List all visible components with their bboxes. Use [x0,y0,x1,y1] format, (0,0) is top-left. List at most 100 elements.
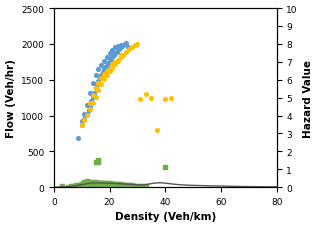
Point [113,183,118,186]
Point [75,137,80,141]
Point [104,56,109,59]
Point [132,184,137,188]
Point [124,42,129,46]
Point [90,96,95,99]
Point [104,181,109,185]
Point [121,44,126,48]
Point [143,93,148,96]
Point [115,60,121,64]
Point [93,87,98,91]
Point [79,123,84,127]
Point [79,183,84,186]
Point [127,183,132,187]
Point [107,182,112,186]
Point [110,182,115,186]
Point [87,180,93,184]
Point [82,118,87,121]
Point [104,182,109,186]
Point [163,98,168,101]
Point [107,183,112,186]
Point [101,78,107,81]
Point [129,184,134,188]
Point [113,47,118,50]
Point [104,74,109,77]
Point [99,181,104,185]
Point [89,100,94,104]
Point [101,182,107,185]
Point [107,70,112,74]
Point [137,184,143,188]
Point [115,59,121,62]
Point [96,160,101,164]
Point [96,182,101,185]
Point [96,81,101,85]
Point [79,182,84,186]
Point [82,180,87,184]
Point [93,180,98,184]
Point [168,97,173,101]
Point [140,184,145,188]
Point [87,108,93,111]
Point [87,181,93,185]
Point [143,185,148,188]
Point [113,63,118,67]
Point [68,185,73,188]
Point [93,96,98,99]
Point [85,180,90,184]
Point [115,45,121,49]
Point [90,182,95,186]
Point [113,52,118,56]
Point [82,113,87,116]
Point [124,51,129,54]
Point [79,123,84,127]
Point [85,180,90,183]
Point [118,44,123,47]
Point [113,182,118,186]
Point [114,51,119,54]
Point [110,182,115,186]
Point [76,183,81,187]
Point [76,183,81,187]
Point [101,181,107,185]
Point [93,182,98,186]
Point [90,181,95,185]
Point [87,92,93,96]
Point [82,181,87,185]
Point [113,61,118,64]
Point [137,98,143,101]
Point [87,182,93,186]
Point [104,70,109,74]
Point [96,158,101,162]
Point [65,185,70,189]
Point [93,160,98,164]
Point [85,181,90,185]
Point [79,182,84,186]
Point [90,94,95,97]
Point [85,114,90,117]
Point [74,184,79,187]
Point [90,182,95,185]
Point [99,83,104,86]
Point [107,52,112,56]
Point [85,181,90,185]
Point [99,181,104,185]
Point [96,68,101,72]
Point [121,183,126,187]
Point [110,67,115,70]
Point [96,80,101,84]
Point [149,96,154,100]
Point [115,182,121,186]
Point [122,43,127,47]
Point [129,184,134,187]
Point [104,182,109,186]
Point [121,183,126,187]
Point [103,66,108,69]
Point [118,183,123,187]
Point [108,58,114,62]
Point [107,68,112,72]
Point [127,184,132,187]
Point [87,181,93,185]
Point [101,182,107,186]
Point [74,184,79,188]
Point [82,182,87,186]
